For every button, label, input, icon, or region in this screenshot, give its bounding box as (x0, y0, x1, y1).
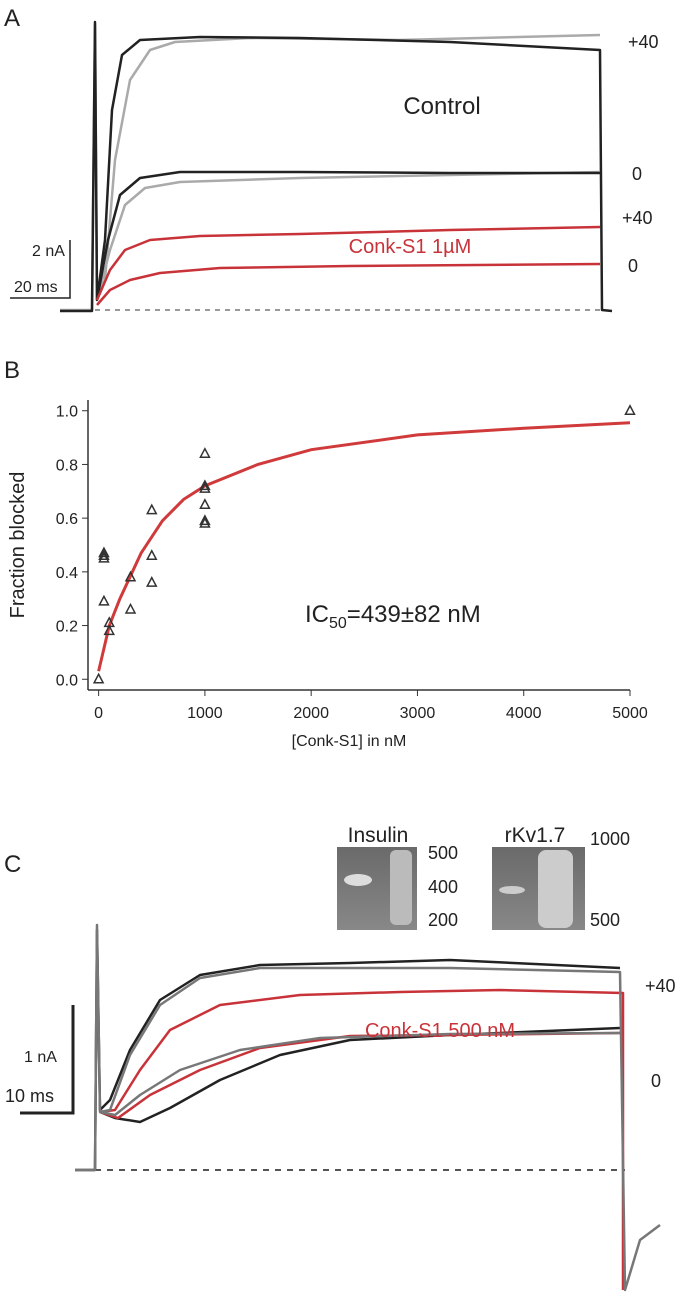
data-point (199, 514, 211, 526)
y-tick-label: 1.0 (56, 404, 78, 421)
data-point (92, 672, 105, 684)
annotation-part: =439±82 nM (347, 601, 481, 628)
trace-0-grey (99, 1031, 621, 1117)
trace-0-black (99, 1026, 621, 1124)
data-point (146, 575, 158, 587)
voltage-label: 0 (651, 1071, 661, 1091)
data-point (98, 546, 110, 558)
gel-ladder (538, 850, 573, 928)
annotation-part: IC (305, 601, 329, 628)
trace-40-grey (75, 923, 661, 1292)
trace-drug-0 (96, 262, 601, 306)
data-point (624, 404, 636, 415)
trace-control-40-black (60, 20, 613, 313)
gel-marker: 200 (428, 910, 458, 930)
scale-bar (10, 240, 71, 299)
voltage-label: +40 (645, 976, 676, 996)
gel-title: Insulin (348, 824, 409, 847)
x-tick-label: 3000 (400, 705, 436, 722)
gel-title: rKv1.7 (505, 824, 566, 847)
data-point (124, 570, 137, 582)
y-tick-label: 0.0 (56, 672, 78, 689)
data-point (199, 516, 211, 528)
panel-letter: B (4, 357, 20, 384)
scale-current: 1 nA (24, 1049, 57, 1066)
x-tick-label: 5000 (612, 705, 648, 722)
annotation: IC50=439±82 nM (305, 601, 481, 632)
trace-drug-40 (95, 225, 601, 301)
x-tick-label: 4000 (506, 705, 542, 722)
y-tick-label: 0.8 (56, 457, 78, 474)
data-point (199, 447, 211, 458)
voltage-label: +40 (622, 208, 653, 228)
gel-marker: 500 (428, 843, 458, 863)
scale-time: 10 ms (5, 1086, 54, 1106)
x-tick-label: 2000 (293, 705, 329, 722)
trace-control-0-grey (95, 170, 601, 301)
trace-0-red (99, 1031, 621, 1120)
data-point (199, 479, 211, 491)
drug-label: Conk-S1 500 nM (365, 1020, 515, 1042)
data-point (146, 503, 158, 515)
drug-label: Conk-S1 1µM (349, 236, 472, 258)
data-point (146, 549, 158, 560)
fit-curve (97, 421, 631, 672)
trace-40-black (75, 928, 621, 1172)
gel-marker: 1000 (590, 829, 630, 849)
gel-marker: 400 (428, 877, 458, 897)
annotation-part: 50 (329, 615, 347, 632)
x-tick-label: 1000 (187, 705, 223, 722)
data-point (199, 482, 211, 493)
x-tick-label: 0 (94, 705, 103, 722)
data-point (98, 594, 110, 606)
y-tick-label: 0.2 (56, 619, 78, 636)
data-point (124, 602, 137, 614)
data-point (199, 498, 211, 509)
panel-letter: A (4, 5, 20, 32)
y-axis-label: Fraction blocked (7, 472, 29, 619)
voltage-label: 0 (632, 164, 642, 184)
scale-time: 20 ms (14, 279, 58, 296)
chart-b: 0.0 0.2 0.4 0.6 0.8 1.0 0 1000 2000 3000 4000 5000 [… (7, 400, 648, 750)
gel-band (344, 874, 372, 886)
gel-marker: 500 (590, 910, 620, 930)
gel-band (499, 886, 525, 894)
x-axis-label: [Conk-S1] in nM (292, 733, 407, 750)
scale-current: 2 nA (32, 243, 65, 260)
trace-control-0-black (95, 170, 600, 301)
data-point (103, 624, 116, 636)
y-tick-label: 0.6 (56, 511, 78, 528)
voltage-label: +40 (628, 32, 659, 52)
y-tick-label: 0.4 (56, 565, 78, 582)
control-label: Control (403, 93, 480, 120)
trace-40-red (99, 988, 625, 1290)
panel-letter: C (4, 851, 21, 878)
gel-ladder (390, 850, 412, 925)
data-point (98, 551, 110, 563)
scale-bar (20, 1005, 75, 1115)
voltage-label: 0 (628, 256, 638, 276)
data-point (98, 549, 110, 560)
